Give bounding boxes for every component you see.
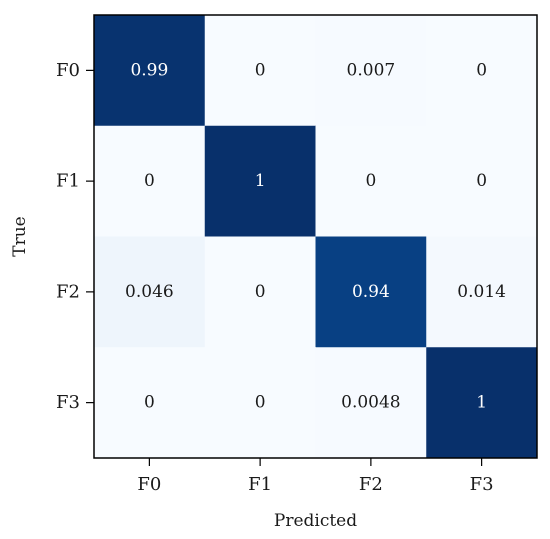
x-tick-label: F3 <box>470 474 494 495</box>
heatmap-cell <box>204 15 316 127</box>
y-axis-ticks: F0 F1 F2 F3 <box>56 60 94 413</box>
cell-value-labels: 0.99 0 0.007 0 0 1 0 0 0.046 0 0.94 0.014 0 0 0.0048 1 <box>125 60 506 412</box>
cell-value-label: 0 <box>365 171 376 191</box>
heatmap-cell <box>315 15 427 127</box>
x-tick-label: F2 <box>359 474 383 495</box>
cell-value-label: 0 <box>255 282 266 302</box>
heatmap-cell <box>204 125 316 237</box>
cell-value-label: 0.014 <box>457 282 506 302</box>
plot-frame <box>93 14 538 459</box>
y-tick-label: F1 <box>56 171 80 192</box>
heatmap-cell <box>94 347 206 459</box>
x-axis-ticks: F0 F1 F2 F3 <box>137 458 494 495</box>
y-tick-label: F0 <box>56 60 80 81</box>
x-tick-label: F1 <box>248 474 272 495</box>
heatmap-cell <box>204 236 316 348</box>
heatmap-cell <box>94 15 206 127</box>
heatmap-cell <box>94 125 206 237</box>
cell-value-label: 0 <box>144 393 155 413</box>
cell-value-label: 0.94 <box>352 282 390 302</box>
y-tick-label: F3 <box>56 392 80 413</box>
x-axis-label: Predicted <box>274 511 357 531</box>
cell-value-label: 0 <box>255 60 266 80</box>
cell-value-label: 0 <box>476 60 487 80</box>
y-tick-label: F2 <box>56 281 80 302</box>
heatmap-cell <box>315 236 427 348</box>
cell-value-label: 0.046 <box>125 282 174 302</box>
cell-value-label: 0 <box>476 171 487 191</box>
heatmap-cells <box>94 15 538 459</box>
x-tick-label: F0 <box>137 474 161 495</box>
cell-value-label: 0.007 <box>347 60 396 80</box>
cell-value-label: 1 <box>476 393 487 413</box>
heatmap-cell <box>426 125 538 237</box>
heatmap-cell <box>94 236 206 348</box>
heatmap-cell <box>426 15 538 127</box>
heatmap-cell <box>204 347 316 459</box>
heatmap-cell <box>315 125 427 237</box>
cell-value-label: 1 <box>255 171 266 191</box>
cell-value-label: 0 <box>255 393 266 413</box>
heatmap-cell <box>426 236 538 348</box>
heatmap-cell <box>426 347 538 459</box>
cell-value-label: 0.99 <box>130 60 168 80</box>
cell-value-label: 0 <box>144 171 155 191</box>
cell-value-label: 0.0048 <box>341 393 400 413</box>
heatmap-cell <box>315 347 427 459</box>
y-axis-label: True <box>10 216 30 256</box>
